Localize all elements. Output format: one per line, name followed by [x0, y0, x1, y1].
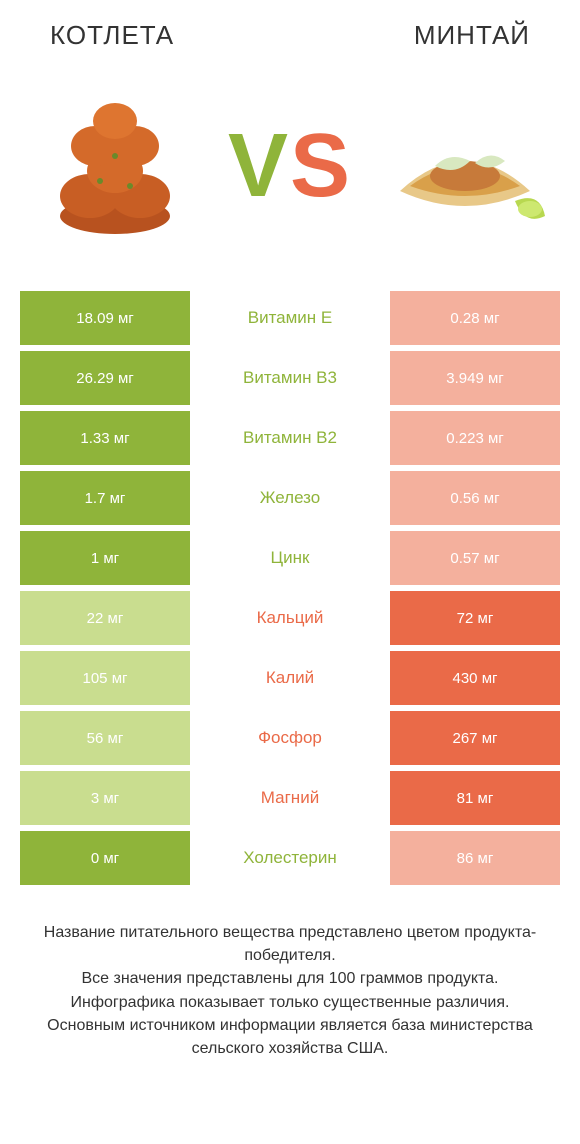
right-value-cell: 81 мг	[390, 771, 560, 825]
left-value-cell: 56 мг	[20, 711, 190, 765]
vs-s: S	[290, 116, 352, 216]
fish-taco-icon	[380, 81, 550, 251]
table-row: 22 мгКальций72 мг	[20, 591, 560, 645]
table-row: 105 мгКалий430 мг	[20, 651, 560, 705]
nutrient-label: Витамин E	[190, 291, 390, 345]
table-row: 26.29 мгВитамин B33.949 мг	[20, 351, 560, 405]
left-food-image	[30, 81, 200, 251]
nutrient-label: Фосфор	[190, 711, 390, 765]
vs-label: VS	[228, 115, 352, 218]
left-value-cell: 105 мг	[20, 651, 190, 705]
table-row: 1 мгЦинк0.57 мг	[20, 531, 560, 585]
comparison-table: 18.09 мгВитамин E0.28 мг 26.29 мгВитамин …	[0, 291, 580, 885]
nutrient-label: Кальций	[190, 591, 390, 645]
table-row: 18.09 мгВитамин E0.28 мг	[20, 291, 560, 345]
left-value-cell: 1.7 мг	[20, 471, 190, 525]
nutrient-label: Холестерин	[190, 831, 390, 885]
left-value-cell: 1.33 мг	[20, 411, 190, 465]
right-value-cell: 267 мг	[390, 711, 560, 765]
right-value-cell: 72 мг	[390, 591, 560, 645]
left-value-cell: 3 мг	[20, 771, 190, 825]
left-value-cell: 1 мг	[20, 531, 190, 585]
left-value-cell: 18.09 мг	[20, 291, 190, 345]
nutrient-label: Витамин B2	[190, 411, 390, 465]
right-product-title: МИНТАЙ	[414, 20, 530, 51]
nutrient-label: Калий	[190, 651, 390, 705]
table-row: 1.7 мгЖелезо0.56 мг	[20, 471, 560, 525]
footnote-line: Основным источником информации является …	[30, 1014, 550, 1060]
nutrient-label: Магний	[190, 771, 390, 825]
right-value-cell: 0.28 мг	[390, 291, 560, 345]
table-row: 56 мгФосфор267 мг	[20, 711, 560, 765]
footnote-line: Название питательного вещества представл…	[30, 921, 550, 967]
left-product-title: КОТЛЕТА	[50, 20, 174, 51]
footnote-line: Все значения представлены для 100 граммо…	[30, 967, 550, 990]
left-value-cell: 22 мг	[20, 591, 190, 645]
right-food-image	[380, 81, 550, 251]
table-row: 3 мгМагний81 мг	[20, 771, 560, 825]
header: КОТЛЕТА МИНТАЙ	[0, 0, 580, 51]
nutrient-label: Цинк	[190, 531, 390, 585]
images-row: VS	[0, 51, 580, 291]
nutrient-label: Витамин B3	[190, 351, 390, 405]
footnote: Название питательного вещества представл…	[0, 891, 580, 1060]
footnote-line: Инфографика показывает только существенн…	[30, 991, 550, 1014]
right-value-cell: 430 мг	[390, 651, 560, 705]
table-row: 1.33 мгВитамин B20.223 мг	[20, 411, 560, 465]
right-value-cell: 3.949 мг	[390, 351, 560, 405]
right-value-cell: 0.56 мг	[390, 471, 560, 525]
right-value-cell: 0.57 мг	[390, 531, 560, 585]
left-value-cell: 26.29 мг	[20, 351, 190, 405]
cutlet-icon	[30, 81, 200, 251]
right-value-cell: 0.223 мг	[390, 411, 560, 465]
vs-v: V	[228, 116, 290, 216]
right-value-cell: 86 мг	[390, 831, 560, 885]
nutrient-label: Железо	[190, 471, 390, 525]
left-value-cell: 0 мг	[20, 831, 190, 885]
table-row: 0 мгХолестерин86 мг	[20, 831, 560, 885]
